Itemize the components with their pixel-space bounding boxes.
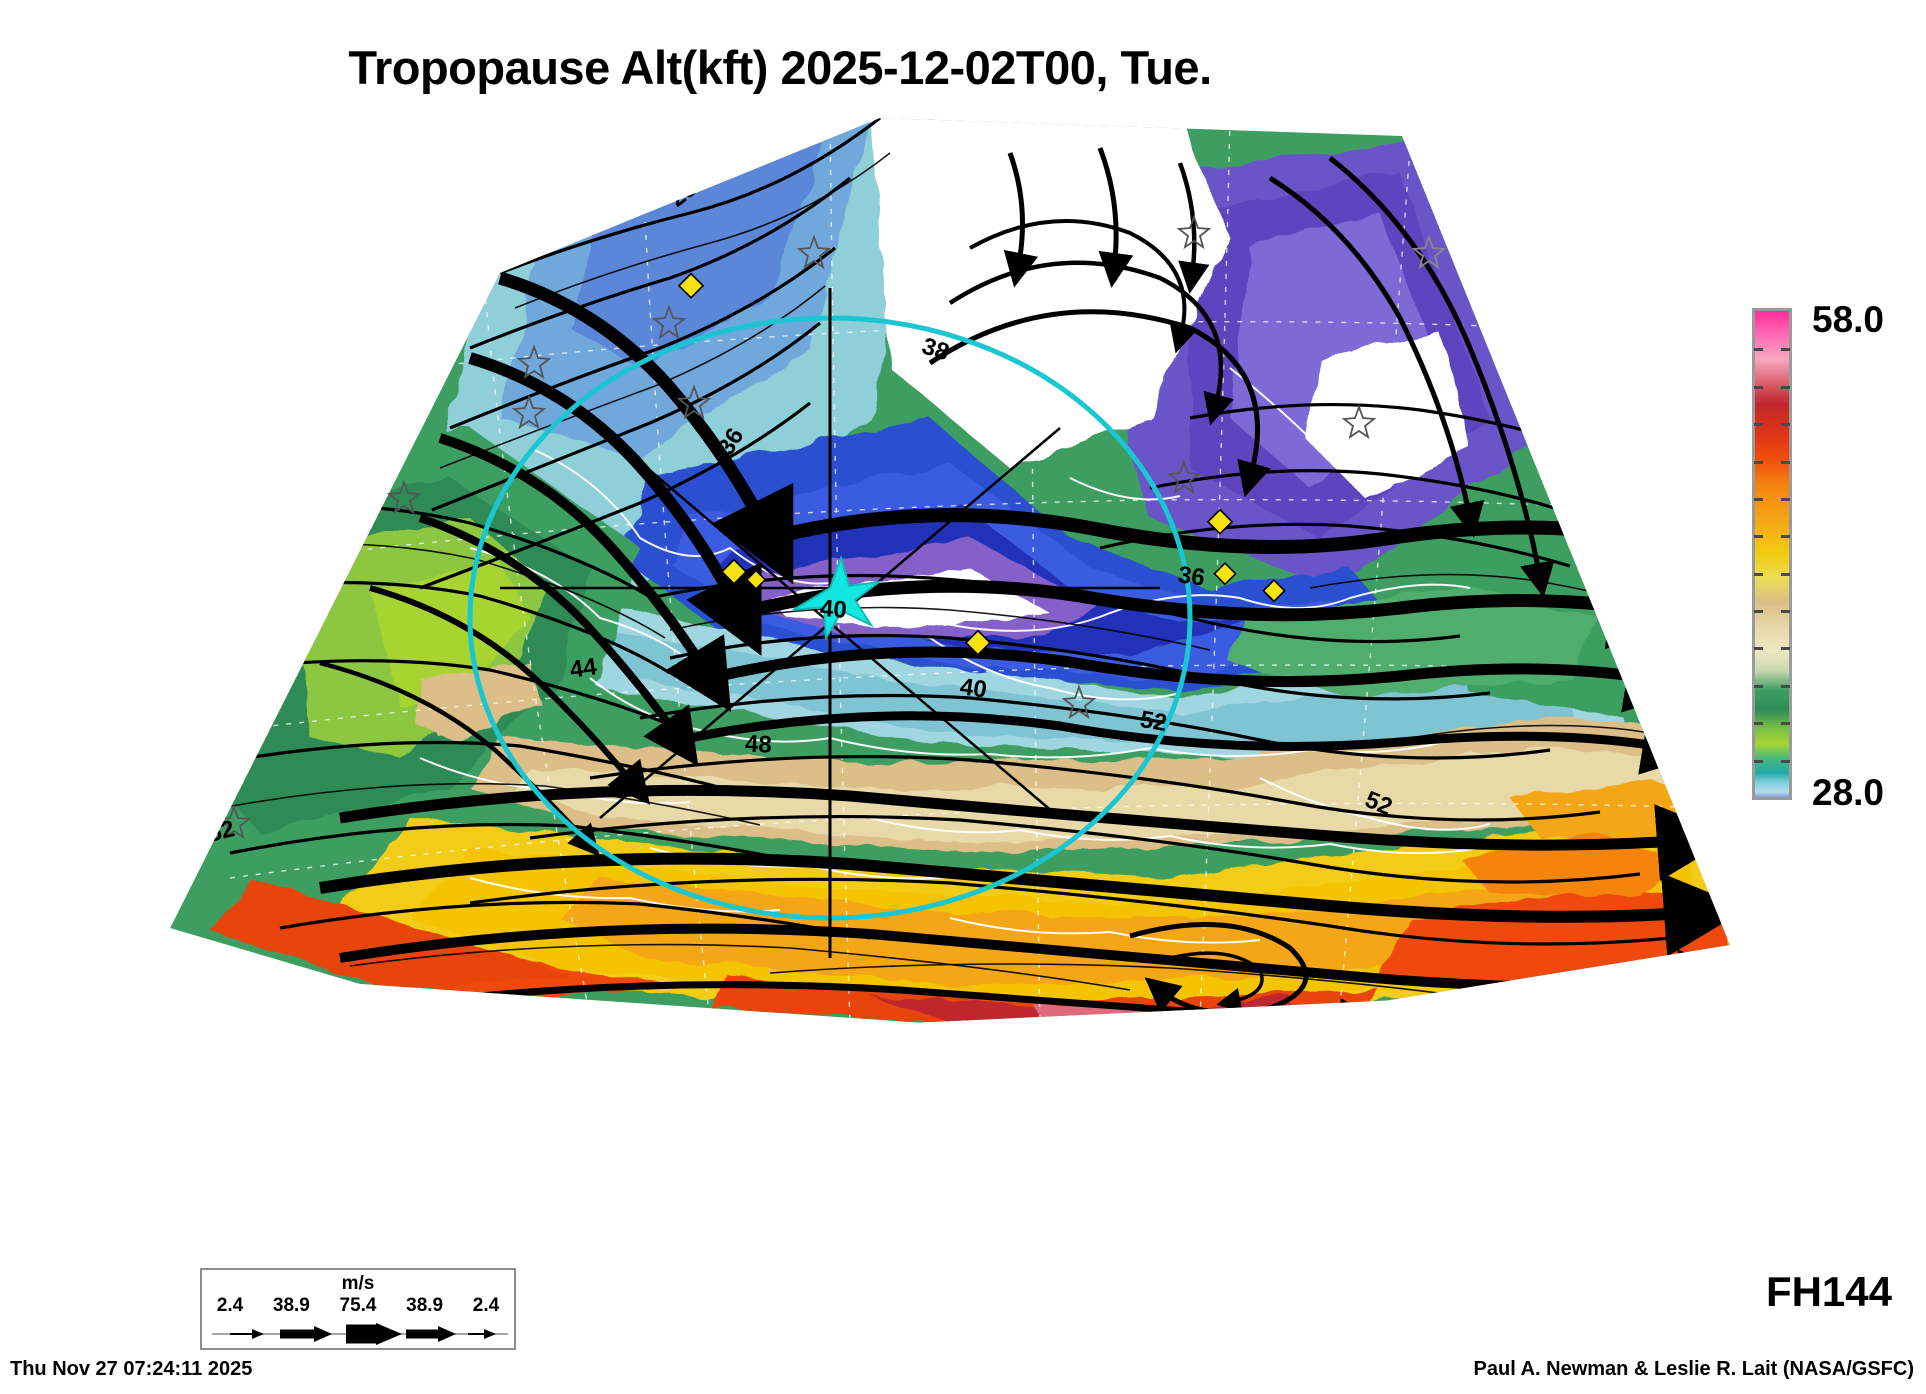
- colorbar-tick: [1754, 722, 1763, 726]
- outer-star-markers: [1411, 234, 1447, 270]
- colorbar-frame: [1752, 308, 1792, 800]
- colorbar-tick: [1754, 647, 1763, 651]
- colorbar-tick: [1754, 572, 1763, 576]
- colorbar-tick: [1754, 610, 1763, 614]
- author-credit: Paul A. Newman & Leslie R. Lait (NASA/GS…: [1473, 1358, 1914, 1380]
- generation-timestamp: Thu Nov 27 07:24:11 2025: [10, 1358, 253, 1380]
- map-clip-region: 28 32 32 36 38 36 40 40 44 48 52 52 52: [170, 118, 1730, 1228]
- contour-value-label: 44: [568, 653, 599, 684]
- wind-value-label: 2.4: [472, 1295, 500, 1316]
- colorbar-tick: [1781, 535, 1790, 539]
- colorbar-tick: [1781, 460, 1790, 464]
- page-title: Tropopause Alt(kft) 2025-12-02T00, Tue.: [348, 41, 1212, 94]
- colorbar-tick: [1781, 684, 1790, 688]
- colorbar-tick: [1781, 423, 1790, 427]
- colorbar-tick: [1781, 572, 1790, 576]
- contour-value-label: 36: [1176, 561, 1207, 592]
- colorbar-tick: [1754, 684, 1763, 688]
- wind-arrow-scale: [212, 1323, 508, 1345]
- colorbar-tick: [1781, 722, 1790, 726]
- wind-units-label: m/s: [341, 1273, 375, 1294]
- colorbar-tick: [1781, 610, 1790, 614]
- colorbar-tick: [1781, 759, 1790, 763]
- colorbar[interactable]: [1752, 308, 1792, 800]
- colorbar-tick: [1754, 460, 1763, 464]
- center-star-marker: [792, 554, 883, 642]
- colorbar-tick: [1754, 759, 1763, 763]
- map-panel[interactable]: 28 32 32 36 38 36 40 40 44 48 52 52 52: [170, 118, 1730, 1228]
- wind-value-label: 38.9: [272, 1295, 310, 1316]
- colorbar-tick: [1754, 497, 1763, 501]
- balloon-site-diamonds: [677, 272, 1286, 656]
- colorbar-gradient: [1755, 311, 1789, 797]
- contour-value-label: 52: [1137, 705, 1169, 738]
- colorbar-min-label: 28.0: [1812, 772, 1885, 813]
- colorbar-max-label: 58.0: [1812, 299, 1885, 340]
- forecast-hour-label: FH144: [1765, 1268, 1892, 1315]
- wind-speed-legend: m/s 2.4 38.9 75.4 38.9 2.4: [200, 1268, 516, 1350]
- range-ring-overlay: [467, 288, 1193, 958]
- city-star-markers: [216, 214, 1377, 840]
- colorbar-tick: [1754, 385, 1763, 389]
- station-markers[interactable]: [170, 118, 1730, 1228]
- contour-value-label: 40: [958, 673, 989, 704]
- wind-value-label: 2.4: [216, 1295, 244, 1316]
- colorbar-tick: [1781, 647, 1790, 651]
- colorbar-tick: [1781, 385, 1790, 389]
- colorbar-tick: [1781, 348, 1790, 352]
- colorbar-tick: [1754, 348, 1763, 352]
- wind-value-label: 75.4: [339, 1295, 377, 1316]
- wind-value-labels: 2.4 38.9 75.4 38.9 2.4: [202, 1295, 514, 1317]
- colorbar-tick: [1754, 535, 1763, 539]
- contour-value-label: 40: [819, 595, 848, 624]
- wind-value-label: 38.9: [406, 1295, 444, 1316]
- contour-value-label: 32: [454, 231, 492, 268]
- contour-value-label: 48: [744, 730, 773, 759]
- colorbar-tick: [1781, 497, 1790, 501]
- contour-value-label: 32: [441, 289, 477, 324]
- colorbar-tick: [1754, 423, 1763, 427]
